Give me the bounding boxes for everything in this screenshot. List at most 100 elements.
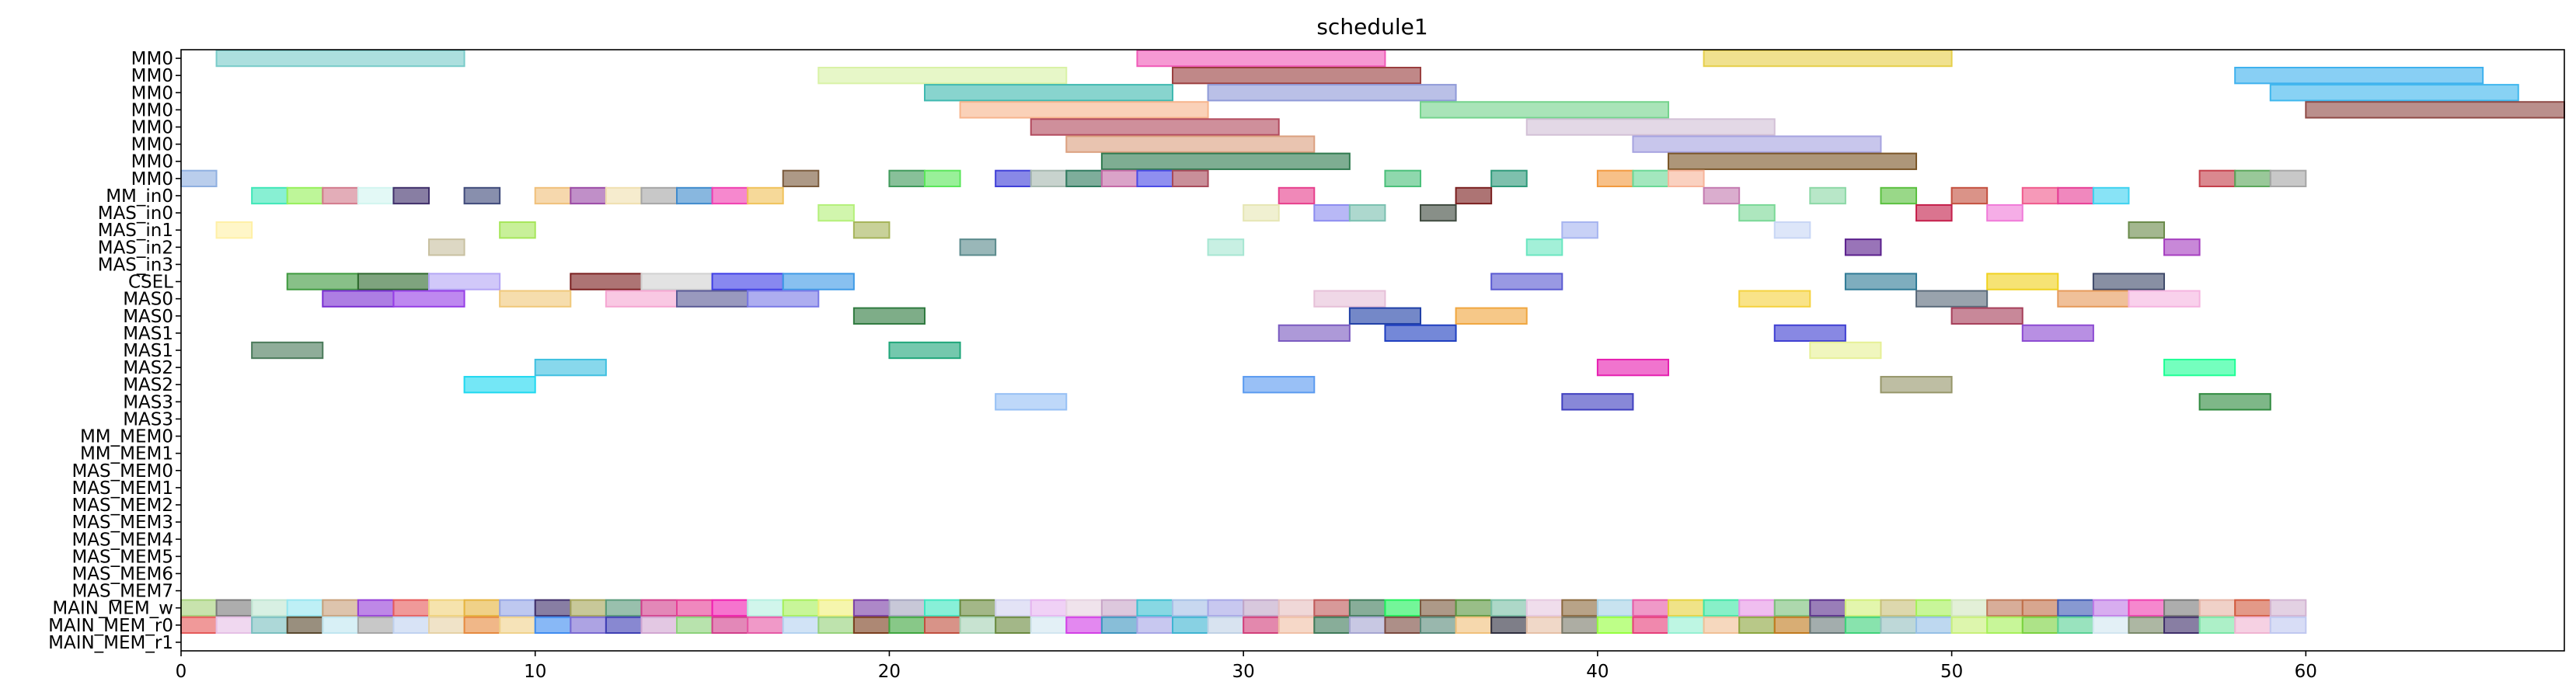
task-bar [1030, 118, 1280, 136]
memory-bar [1384, 599, 1422, 617]
task-bar [1915, 203, 1953, 222]
memory-bar [2021, 616, 2059, 635]
task-bar [1420, 203, 1457, 222]
memory-bar [251, 616, 288, 635]
memory-bar [1561, 616, 1598, 635]
memory-bar [215, 599, 253, 617]
memory-bar [1668, 616, 1705, 635]
memory-bar [499, 599, 536, 617]
memory-bar [2057, 599, 2094, 617]
memory-bar [1773, 616, 1811, 635]
memory-bar [782, 616, 820, 635]
x-tick-label: 30 [1232, 662, 1255, 682]
task-bar [782, 169, 820, 188]
task-bar [817, 67, 1068, 85]
task-bar [180, 169, 218, 188]
task-bar [1100, 152, 1351, 170]
task-bar [251, 341, 324, 360]
task-bar [605, 186, 643, 205]
task-bar [1703, 49, 1953, 68]
task-bar [2128, 290, 2201, 308]
memory-bar [1986, 616, 2024, 635]
task-bar [2163, 358, 2236, 377]
memory-bar [2021, 599, 2059, 617]
memory-bar [1172, 599, 1209, 617]
task-bar [215, 221, 253, 239]
memory-bar [2269, 599, 2307, 617]
y-tick-label: MAS_MEM3 [71, 513, 173, 533]
memory-bar [180, 599, 218, 617]
task-bar [959, 101, 1209, 119]
memory-bar [676, 616, 713, 635]
memory-bar [1278, 616, 1316, 635]
y-tick-label: MAIN_MEM_r1 [48, 633, 173, 653]
task-bar [1384, 324, 1457, 343]
memory-bar [2234, 616, 2271, 635]
task-bar [286, 186, 324, 205]
task-bar [1773, 221, 1811, 239]
task-bar [2269, 84, 2519, 102]
task-bar [1455, 186, 1493, 205]
memory-bar [2092, 599, 2130, 617]
task-bar [1986, 203, 2024, 222]
memory-bar [2163, 599, 2201, 617]
memory-bar [534, 599, 572, 617]
memory-bar [1490, 616, 1528, 635]
memory-bar [2057, 616, 2094, 635]
task-bar [924, 84, 1174, 102]
task-bar [1773, 324, 1846, 343]
task-bar [534, 358, 607, 377]
memory-bar [1738, 599, 1776, 617]
task-bar [2057, 290, 2130, 308]
memory-bar [1136, 599, 1174, 617]
task-bar [1915, 290, 1989, 308]
task-bar [2092, 273, 2166, 290]
memory-bar [959, 599, 997, 617]
task-bar [676, 290, 749, 308]
y-tick-label: MAS0 [123, 290, 173, 310]
task-bar [2198, 169, 2236, 188]
task-bar [499, 290, 572, 308]
task-bar [1596, 169, 1634, 188]
memory-bar [888, 616, 926, 635]
memory-bar [392, 599, 430, 617]
task-bar [1348, 203, 1386, 222]
memory-bar [1525, 616, 1563, 635]
task-bar [605, 290, 678, 308]
memory-bar [1490, 599, 1528, 617]
y-tick-label: MAS_MEM1 [71, 478, 173, 499]
y-tick-label: MAS_in3 [98, 255, 173, 275]
task-bar [1420, 101, 1670, 119]
task-bar [1243, 203, 1280, 222]
y-tick-label: MM0 [131, 152, 173, 172]
y-tick-label: MAIN_MEM_r0 [48, 616, 173, 636]
task-bar [534, 186, 572, 205]
memory-bar [711, 599, 749, 617]
task-bar [995, 393, 1068, 411]
memory-bar [499, 616, 536, 635]
memory-bar [1207, 616, 1245, 635]
task-bar [570, 186, 607, 205]
y-tick-label: MAS_in0 [98, 203, 173, 224]
memory-bar [1738, 616, 1776, 635]
task-bar [1313, 290, 1386, 308]
memory-bar [1455, 599, 1493, 617]
y-tick-label: MAS_MEM2 [71, 496, 173, 516]
task-bar [1207, 238, 1245, 256]
task-bar [640, 186, 678, 205]
task-bar [1880, 186, 1918, 205]
task-bar [392, 186, 430, 205]
memory-bar [2163, 616, 2201, 635]
y-tick-label: CSEL [128, 273, 173, 293]
task-bar [852, 307, 926, 325]
task-bar [2163, 238, 2201, 256]
y-tick-label: MAS_in1 [98, 221, 173, 241]
memory-bar [1632, 599, 1670, 617]
memory-bar [534, 616, 572, 635]
task-bar [640, 273, 713, 290]
memory-bar [747, 616, 784, 635]
memory-bar [1668, 599, 1705, 617]
task-bars [180, 49, 2566, 635]
